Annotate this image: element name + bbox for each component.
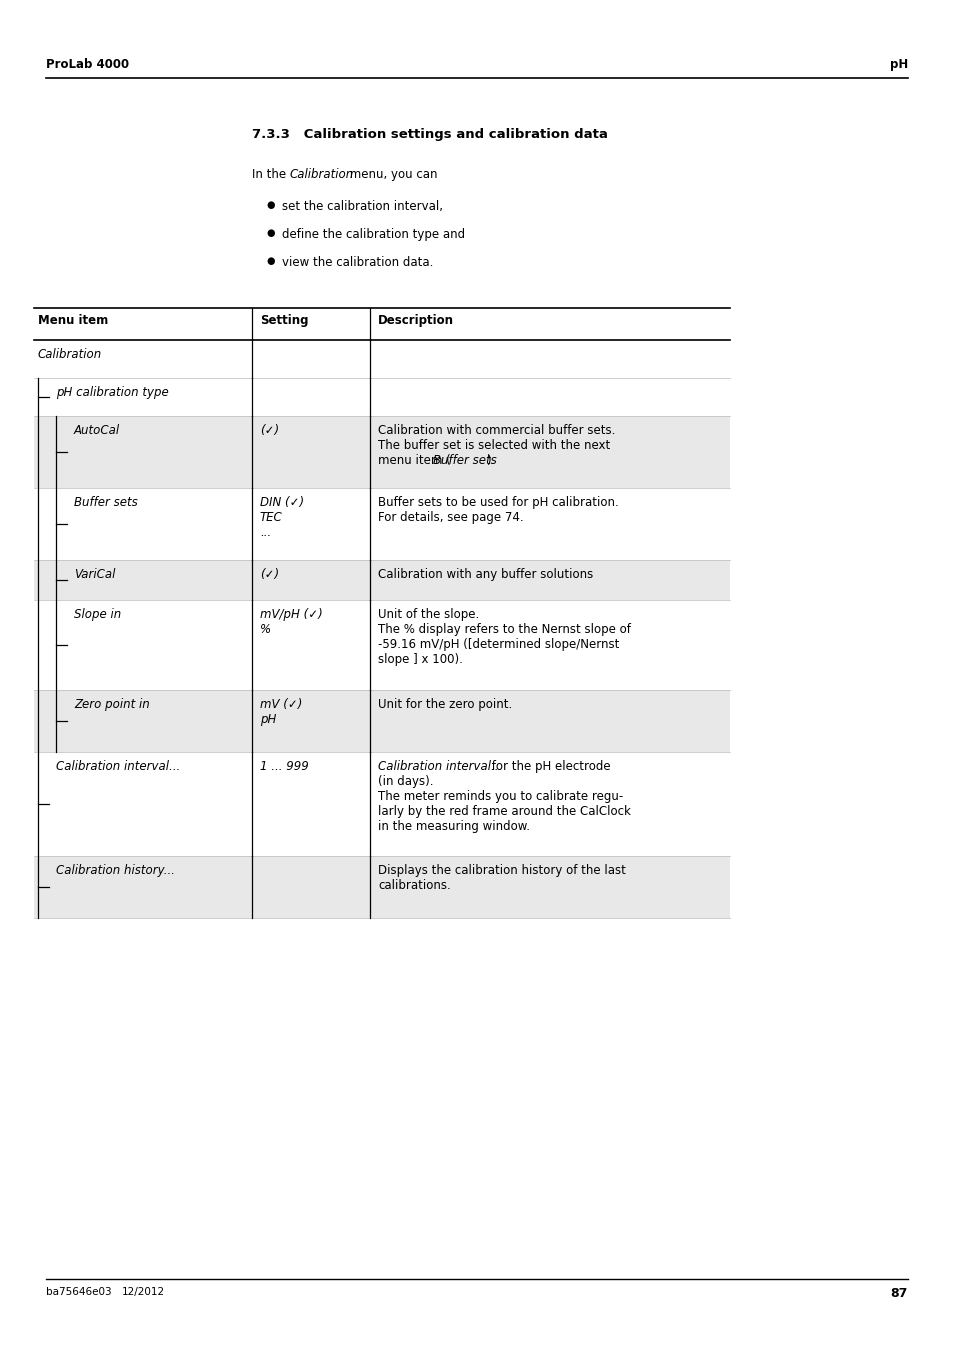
Text: ): )	[485, 454, 490, 467]
Text: ●: ●	[266, 255, 274, 266]
Text: Calibration: Calibration	[290, 168, 354, 181]
Text: Description: Description	[377, 313, 454, 327]
Text: Unit for the zero point.: Unit for the zero point.	[377, 698, 512, 711]
Text: Setting: Setting	[260, 313, 308, 327]
Text: %: %	[260, 623, 271, 636]
Text: TEC: TEC	[260, 511, 282, 524]
Text: Slope in: Slope in	[74, 608, 121, 621]
Text: pH calibration type: pH calibration type	[56, 386, 169, 399]
Text: ●: ●	[266, 228, 274, 238]
Text: calibrations.: calibrations.	[377, 880, 450, 892]
Bar	[34, 561, 729, 600]
Text: 7.3.3   Calibration settings and calibration data: 7.3.3 Calibration settings and calibrati…	[252, 128, 607, 141]
Text: For details, see page 74.: For details, see page 74.	[377, 511, 523, 524]
Bar	[34, 690, 729, 753]
Text: The buffer set is selected with the next: The buffer set is selected with the next	[377, 439, 610, 453]
Text: mV/pH (✓): mV/pH (✓)	[260, 608, 322, 621]
Bar	[34, 857, 729, 917]
Text: -59.16 mV/pH ([determined slope/Nernst: -59.16 mV/pH ([determined slope/Nernst	[377, 638, 618, 651]
Text: Buffer sets: Buffer sets	[74, 496, 137, 509]
Text: The meter reminds you to calibrate regu-: The meter reminds you to calibrate regu-	[377, 790, 622, 802]
Text: Calibration history...: Calibration history...	[56, 865, 174, 877]
Text: menu, you can: menu, you can	[346, 168, 437, 181]
Text: Calibration interval...: Calibration interval...	[56, 761, 180, 773]
Text: define the calibration type and: define the calibration type and	[282, 228, 465, 240]
Text: Menu item: Menu item	[38, 313, 108, 327]
Text: ...: ...	[260, 526, 271, 539]
Text: In the: In the	[252, 168, 290, 181]
Text: mV (✓): mV (✓)	[260, 698, 302, 711]
Text: ●: ●	[266, 200, 274, 209]
Text: VariCal: VariCal	[74, 567, 115, 581]
Text: for the pH electrode: for the pH electrode	[488, 761, 610, 773]
Text: 87: 87	[890, 1288, 907, 1300]
Text: (✓): (✓)	[260, 424, 279, 436]
Text: Calibration: Calibration	[38, 349, 102, 361]
Text: ba75646e03: ba75646e03	[46, 1288, 112, 1297]
Text: 1 ... 999: 1 ... 999	[260, 761, 309, 773]
Bar	[34, 416, 729, 488]
Text: Zero point in: Zero point in	[74, 698, 150, 711]
Text: Calibration with commercial buffer sets.: Calibration with commercial buffer sets.	[377, 424, 615, 436]
Text: slope ] x 100).: slope ] x 100).	[377, 653, 462, 666]
Text: (in days).: (in days).	[377, 775, 433, 788]
Text: 12/2012: 12/2012	[122, 1288, 165, 1297]
Text: The % display refers to the Nernst slope of: The % display refers to the Nernst slope…	[377, 623, 630, 636]
Text: view the calibration data.: view the calibration data.	[282, 255, 433, 269]
Text: pH: pH	[889, 58, 907, 72]
Text: pH: pH	[260, 713, 276, 725]
Text: Buffer sets: Buffer sets	[433, 454, 497, 467]
Text: DIN (✓): DIN (✓)	[260, 496, 304, 509]
Text: larly by the red frame around the CalClock: larly by the red frame around the CalClo…	[377, 805, 630, 817]
Text: Displays the calibration history of the last: Displays the calibration history of the …	[377, 865, 625, 877]
Text: in the measuring window.: in the measuring window.	[377, 820, 530, 834]
Text: Buffer sets to be used for pH calibration.: Buffer sets to be used for pH calibratio…	[377, 496, 618, 509]
Text: (✓): (✓)	[260, 567, 279, 581]
Text: ProLab 4000: ProLab 4000	[46, 58, 129, 72]
Text: Calibration with any buffer solutions: Calibration with any buffer solutions	[377, 567, 593, 581]
Text: menu item (: menu item (	[377, 454, 450, 467]
Text: Calibration interval...: Calibration interval...	[377, 761, 501, 773]
Text: AutoCal: AutoCal	[74, 424, 120, 436]
Text: Unit of the slope.: Unit of the slope.	[377, 608, 478, 621]
Text: set the calibration interval,: set the calibration interval,	[282, 200, 442, 213]
